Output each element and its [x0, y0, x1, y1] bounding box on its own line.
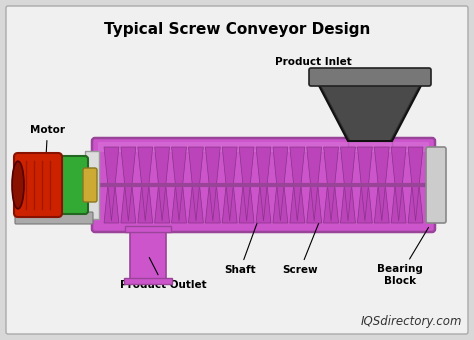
- FancyBboxPatch shape: [14, 153, 62, 217]
- Polygon shape: [155, 149, 170, 223]
- Text: Typical Screw Conveyor Design: Typical Screw Conveyor Design: [104, 22, 370, 37]
- Polygon shape: [374, 149, 389, 223]
- Polygon shape: [307, 147, 322, 221]
- Text: Shaft: Shaft: [224, 218, 259, 275]
- FancyBboxPatch shape: [98, 142, 429, 152]
- Polygon shape: [138, 149, 153, 223]
- Bar: [130, 229, 166, 281]
- Ellipse shape: [12, 161, 24, 209]
- Polygon shape: [315, 78, 425, 141]
- Polygon shape: [357, 147, 372, 221]
- Polygon shape: [222, 147, 237, 221]
- FancyBboxPatch shape: [83, 168, 97, 202]
- Polygon shape: [256, 147, 271, 221]
- Polygon shape: [189, 149, 203, 223]
- Bar: [85, 151, 99, 219]
- FancyBboxPatch shape: [309, 68, 431, 86]
- Polygon shape: [155, 147, 170, 221]
- Polygon shape: [273, 149, 288, 223]
- Polygon shape: [104, 149, 119, 223]
- Text: IQSdirectory.com: IQSdirectory.com: [361, 315, 462, 328]
- Polygon shape: [391, 149, 406, 223]
- Polygon shape: [239, 149, 254, 223]
- Polygon shape: [205, 147, 220, 221]
- Polygon shape: [340, 149, 356, 223]
- Text: Product Inlet: Product Inlet: [275, 57, 367, 79]
- Text: Screw: Screw: [282, 223, 319, 275]
- Polygon shape: [273, 147, 288, 221]
- Polygon shape: [290, 149, 305, 223]
- Bar: [124, 278, 172, 284]
- Polygon shape: [357, 149, 372, 223]
- FancyBboxPatch shape: [92, 138, 435, 232]
- Polygon shape: [239, 147, 254, 221]
- Text: Bearing
Block: Bearing Block: [377, 227, 428, 286]
- Polygon shape: [104, 147, 119, 221]
- Polygon shape: [121, 147, 136, 221]
- Polygon shape: [408, 147, 423, 221]
- Polygon shape: [290, 147, 305, 221]
- Polygon shape: [205, 149, 220, 223]
- Bar: [348, 141, 392, 147]
- Text: Motor: Motor: [30, 125, 65, 172]
- FancyBboxPatch shape: [52, 156, 88, 214]
- Polygon shape: [324, 149, 338, 223]
- Polygon shape: [391, 147, 406, 221]
- Polygon shape: [121, 149, 136, 223]
- Polygon shape: [138, 147, 153, 221]
- FancyBboxPatch shape: [6, 6, 468, 334]
- Polygon shape: [172, 149, 186, 223]
- Polygon shape: [307, 149, 322, 223]
- Polygon shape: [256, 149, 271, 223]
- Polygon shape: [189, 147, 203, 221]
- Polygon shape: [324, 147, 338, 221]
- Text: Product Outlet: Product Outlet: [120, 257, 207, 290]
- Polygon shape: [340, 147, 356, 221]
- Polygon shape: [222, 149, 237, 223]
- FancyBboxPatch shape: [426, 147, 446, 223]
- Polygon shape: [172, 147, 186, 221]
- Bar: [125, 226, 171, 232]
- Polygon shape: [408, 149, 423, 223]
- Polygon shape: [320, 83, 420, 140]
- FancyBboxPatch shape: [15, 212, 93, 224]
- Polygon shape: [374, 147, 389, 221]
